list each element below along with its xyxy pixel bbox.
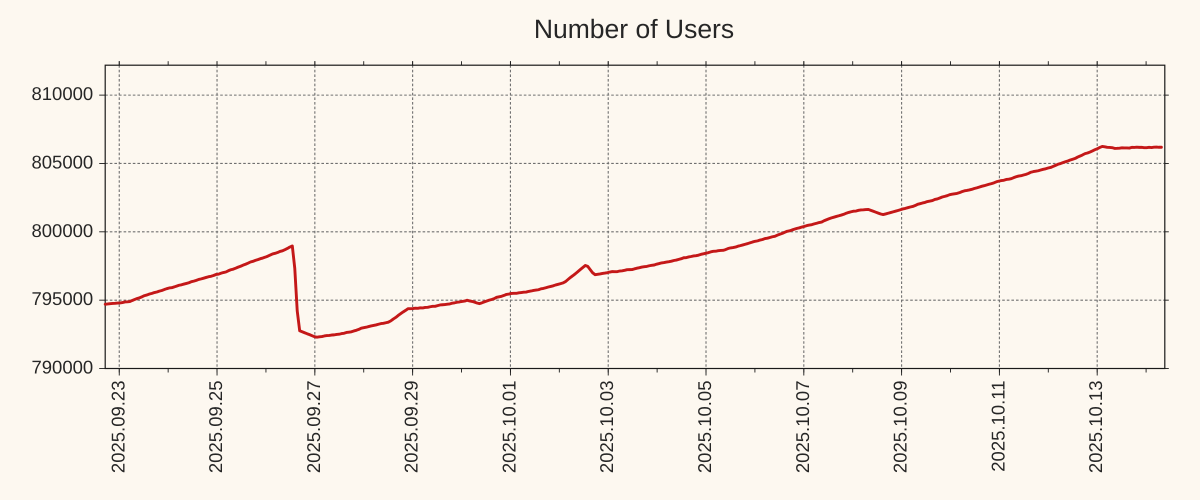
svg-text:805000: 805000 [31, 151, 93, 172]
svg-text:2025.09.27: 2025.09.27 [303, 381, 324, 474]
svg-text:2025.09.29: 2025.09.29 [401, 381, 422, 474]
svg-text:Number of Users: Number of Users [534, 14, 734, 44]
svg-text:2025.10.03: 2025.10.03 [596, 381, 617, 474]
svg-text:2025.09.23: 2025.09.23 [107, 381, 128, 474]
svg-text:2025.09.25: 2025.09.25 [205, 381, 226, 474]
svg-text:800000: 800000 [31, 220, 93, 241]
svg-text:810000: 810000 [31, 83, 93, 104]
svg-text:2025.10.01: 2025.10.01 [498, 381, 519, 474]
svg-text:2025.10.09: 2025.10.09 [890, 381, 911, 474]
svg-text:2025.10.05: 2025.10.05 [694, 381, 715, 474]
svg-text:790000: 790000 [31, 357, 93, 378]
svg-text:2025.10.07: 2025.10.07 [792, 381, 813, 474]
svg-text:2025.10.11: 2025.10.11 [987, 381, 1008, 472]
svg-text:2025.10.13: 2025.10.13 [1085, 381, 1106, 474]
svg-text:795000: 795000 [31, 288, 93, 309]
